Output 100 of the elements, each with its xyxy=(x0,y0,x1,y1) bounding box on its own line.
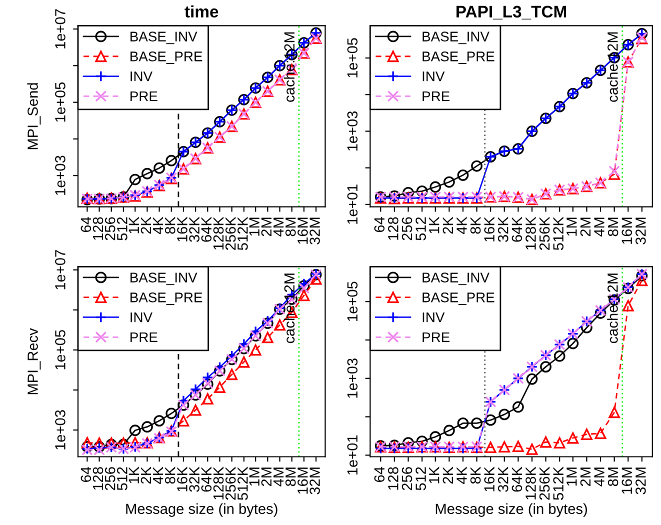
y-tick-label: 1e+01 xyxy=(347,435,358,475)
x-tick-label: 512K xyxy=(237,216,248,250)
x-tick-label: 8M xyxy=(608,468,618,486)
x-tick-label: 4M xyxy=(594,218,604,236)
ref-line-label: cache:12M xyxy=(607,274,618,344)
legend-label: BASE_INV xyxy=(130,272,198,286)
ref-line-label: cache:12M xyxy=(284,32,295,102)
legend-label: BASE_PRE xyxy=(130,52,202,64)
x-tick-label: 128 xyxy=(92,217,104,240)
legend-label: BASE_PRE xyxy=(422,292,494,305)
x-tick-label: 1M xyxy=(249,218,260,236)
x-tick-label: 128K xyxy=(526,466,536,500)
x-tick-label: 32M xyxy=(310,218,320,244)
x-tick-label: 128 xyxy=(388,217,398,240)
x-tick-label: 128K xyxy=(213,216,224,250)
x-tick-label: 64 xyxy=(374,466,385,482)
y-axis-title: MPI_Send xyxy=(27,83,41,150)
x-tick-label: 512K xyxy=(553,466,564,500)
legend-label: PRE xyxy=(130,91,158,102)
x-tick-label: 8M xyxy=(285,468,296,486)
x-tick-label: 4K xyxy=(456,216,467,234)
y-tick-label: 1e+03 xyxy=(55,410,66,450)
legend-label: INV xyxy=(130,312,152,322)
x-tick-label: 16K xyxy=(177,466,188,492)
x-tick-label: 32K xyxy=(498,466,508,492)
x-tick-label: 256 xyxy=(104,217,116,240)
x-tick-label: 256 xyxy=(402,217,412,240)
x-tick-label: 64K xyxy=(201,466,212,492)
legend-label: INV xyxy=(422,312,445,322)
x-tick-label: 4M xyxy=(594,468,604,486)
legend-label: BASE_INV xyxy=(422,272,490,286)
x-tick-label: 512K xyxy=(237,466,248,500)
x-tick-label: 256 xyxy=(104,467,116,490)
x-tick-label: 64K xyxy=(201,216,212,242)
x-tick-label: 16M xyxy=(622,218,632,244)
x-tick-label: 64 xyxy=(80,216,92,232)
x-tick-label: 512 xyxy=(117,217,128,240)
x-tick-label: 32K xyxy=(498,216,508,242)
x-axis-title: Message size (in bytes) xyxy=(436,503,587,517)
x-tick-label: 16K xyxy=(484,216,494,242)
legend-label: BASE_PRE xyxy=(130,292,202,305)
x-tick-label: 8K xyxy=(164,466,176,484)
legend-label: PRE xyxy=(130,332,158,342)
x-tick-label: 128K xyxy=(526,216,536,250)
x-tick-label: 4M xyxy=(273,468,284,486)
chart-title: PAPI_L3_TCM xyxy=(456,6,566,20)
x-tick-label: 2M xyxy=(580,468,590,486)
x-tick-label: 2K xyxy=(442,466,453,484)
x-tick-label: 64 xyxy=(374,216,385,232)
x-tick-label: 128K xyxy=(213,466,224,500)
x-tick-label: 64K xyxy=(512,216,522,242)
y-tick-label: 1e+01 xyxy=(347,184,358,224)
x-tick-label: 256 xyxy=(402,467,412,490)
x-tick-label: 2K xyxy=(140,216,151,234)
x-tick-label: 8K xyxy=(164,216,176,234)
x-tick-label: 256K xyxy=(225,216,236,250)
x-tick-label: 32M xyxy=(636,468,646,494)
x-tick-label: 1K xyxy=(429,216,440,234)
ref-line-label: cache:12M xyxy=(284,274,295,344)
y-tick-label: 1e+07 xyxy=(55,250,66,290)
x-tick-label: 128 xyxy=(92,467,104,490)
legend-label: BASE_INV xyxy=(130,32,198,44)
x-tick-label: 1M xyxy=(249,468,260,486)
ref-line-label: cache:12M xyxy=(607,32,618,102)
legend-label: PRE xyxy=(422,332,450,342)
x-tick-label: 128 xyxy=(388,467,398,490)
legend-label: BASE_INV xyxy=(422,32,490,44)
x-tick-label: 1M xyxy=(566,468,577,486)
y-tick-label: 1e+03 xyxy=(347,111,358,151)
x-tick-label: 4K xyxy=(456,466,467,484)
x-tick-label: 4K xyxy=(153,466,164,484)
x-tick-label: 32K xyxy=(189,216,200,242)
legend-label: PRE xyxy=(422,91,450,102)
x-tick-label: 512 xyxy=(416,467,426,490)
y-tick-label: 1e+05 xyxy=(55,82,66,122)
x-tick-label: 2M xyxy=(580,218,590,236)
x-tick-label: 2M xyxy=(261,468,272,486)
x-tick-label: 64 xyxy=(80,466,92,482)
y-tick-label: 1e+03 xyxy=(55,156,66,195)
legend-label: BASE_PRE xyxy=(422,52,494,64)
x-tick-label: 16K xyxy=(484,466,494,492)
x-axis-title: Message size (in bytes) xyxy=(126,503,278,517)
y-tick-label: 1e+05 xyxy=(347,38,358,78)
x-tick-label: 8M xyxy=(608,218,618,236)
x-tick-label: 256K xyxy=(225,466,236,500)
x-tick-label: 256K xyxy=(539,216,550,250)
x-tick-label: 512K xyxy=(553,216,564,250)
x-tick-label: 32M xyxy=(636,218,646,244)
x-tick-label: 2K xyxy=(140,466,151,484)
y-axis-title: MPI_Recv xyxy=(28,328,41,394)
x-tick-label: 1K xyxy=(429,466,440,484)
x-tick-label: 512 xyxy=(117,467,128,490)
y-tick-label: 1e+03 xyxy=(347,358,358,398)
x-tick-label: 4M xyxy=(273,218,284,236)
x-tick-label: 16M xyxy=(298,468,308,494)
x-tick-label: 16M xyxy=(298,218,308,244)
x-tick-label: 16K xyxy=(177,216,188,242)
x-tick-label: 64K xyxy=(512,466,522,492)
x-tick-label: 512 xyxy=(416,217,426,240)
x-tick-label: 1K xyxy=(128,216,139,234)
